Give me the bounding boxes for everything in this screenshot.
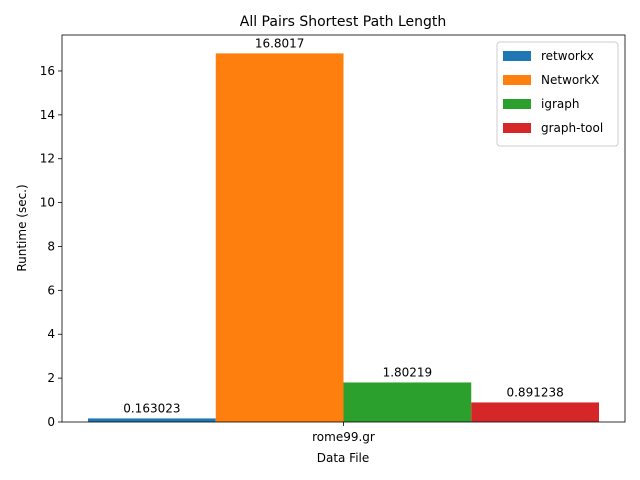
legend-entry-igraph: igraph xyxy=(541,97,579,111)
data-label-igraph: 1.80219 xyxy=(383,365,433,379)
bar-retworkx xyxy=(88,418,216,422)
plot-frame xyxy=(61,34,626,423)
legend-swatch-retworkx xyxy=(503,51,531,61)
y-tick-label: 16 xyxy=(40,64,55,78)
legend-entry-graph-tool: graph-tool xyxy=(541,121,603,135)
data-label-graph-tool: 0.891238 xyxy=(506,385,563,399)
legend-swatch-networkx xyxy=(503,75,531,85)
data-label-retworkx: 0.163023 xyxy=(123,401,180,415)
legend-swatch-graph-tool xyxy=(503,123,531,133)
legend-swatch-igraph xyxy=(503,99,531,109)
legend: retworkx NetworkX igraph graph-tool xyxy=(496,41,619,147)
x-tick-label: rome99.gr xyxy=(312,430,375,444)
bars-group xyxy=(88,53,599,423)
legend-box xyxy=(496,41,619,147)
x-axis-label: Data File xyxy=(317,451,370,465)
bar-networkx xyxy=(215,53,344,423)
y-tick-label: 8 xyxy=(47,239,55,253)
bar-graph-tool xyxy=(471,402,599,422)
axes-group: rome99.gr 0 2 4 6 8 10 12 14 16 xyxy=(40,34,626,444)
legend-entry-retworkx: retworkx xyxy=(541,49,594,63)
chart-title: All Pairs Shortest Path Length xyxy=(240,14,447,30)
y-tick-label: 6 xyxy=(47,283,55,297)
data-label-networkx: 16.8017 xyxy=(255,36,305,50)
bar-igraph xyxy=(343,382,472,422)
y-tick-label: 12 xyxy=(40,152,55,166)
y-tick-label: 10 xyxy=(40,196,55,210)
y-tick-label: 4 xyxy=(47,327,55,341)
y-tick-label: 0 xyxy=(47,415,55,429)
y-tick-label: 14 xyxy=(40,108,55,122)
legend-entry-networkx: NetworkX xyxy=(541,73,599,87)
y-axis-label: Runtime (sec.) xyxy=(15,184,29,271)
data-labels-group: 0.163023 16.8017 1.80219 0.891238 xyxy=(123,36,564,415)
y-tick-label: 2 xyxy=(47,371,55,385)
